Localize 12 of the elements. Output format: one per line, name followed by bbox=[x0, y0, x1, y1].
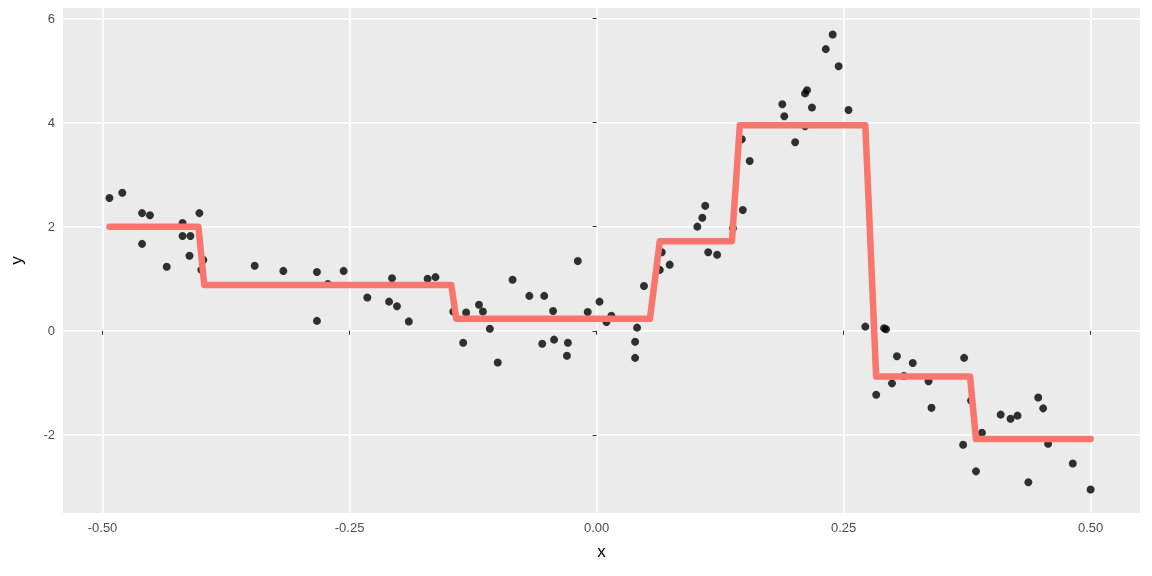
y-tick-label: 2 bbox=[47, 219, 55, 235]
y-tick-label: 6 bbox=[47, 10, 55, 26]
x-tick-label: -0.25 bbox=[334, 520, 365, 535]
x-tick-label: -0.50 bbox=[87, 520, 118, 535]
x-axis-title: x bbox=[597, 542, 607, 561]
x-tick-label: 0.25 bbox=[830, 520, 857, 535]
x-tick-label: 0.50 bbox=[1077, 520, 1104, 535]
y-tick-label: -2 bbox=[43, 427, 55, 443]
x-tick-label: 0.00 bbox=[583, 520, 610, 535]
y-tick-label: 4 bbox=[47, 115, 55, 131]
y-tick-label: 0 bbox=[47, 323, 55, 339]
y-axis-title: y bbox=[7, 255, 26, 265]
